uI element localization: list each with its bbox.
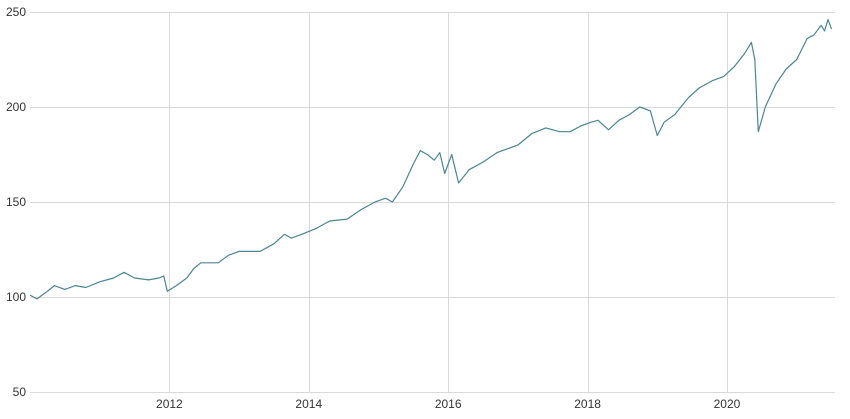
y-tick-label-250: 250	[6, 5, 26, 19]
series-layer	[29, 19, 833, 300]
y-axis: 50 100 150 200 250	[6, 5, 26, 399]
x-tick-label-2012: 2012	[156, 397, 183, 411]
y-tick-label-50: 50	[13, 385, 27, 399]
series-line-value	[29, 19, 833, 300]
gridlines	[30, 12, 835, 393]
x-tick-label-2018: 2018	[574, 397, 601, 411]
x-tick-label-2020: 2020	[714, 397, 741, 411]
x-tick-label-2014: 2014	[295, 397, 322, 411]
y-tick-label-150: 150	[6, 195, 26, 209]
x-tick-label-2016: 2016	[435, 397, 462, 411]
y-tick-label-100: 100	[6, 290, 26, 304]
y-tick-label-200: 200	[6, 100, 26, 114]
x-axis: 2012 2014 2016 2018 2020	[156, 397, 741, 411]
